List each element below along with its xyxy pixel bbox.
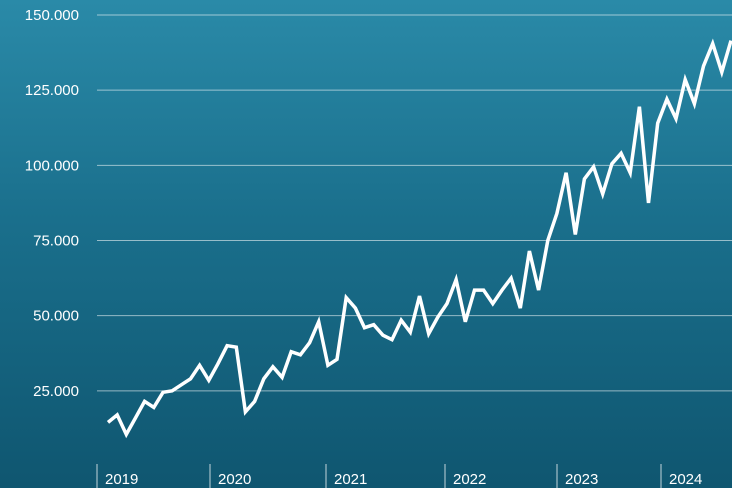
y-tick-label: 50.000 (33, 308, 79, 325)
series-line-layer (106, 38, 732, 439)
y-tick-label: 150.000 (25, 7, 79, 24)
y-tick-label: 75.000 (33, 233, 79, 250)
x-tick-label: 2021 (334, 471, 367, 488)
y-axis-tick-labels: 25.000 50.000 75.000 100.000 125.000 150.000 (25, 7, 79, 400)
gridlines (97, 14, 732, 392)
y-tick-label: 25.000 (33, 383, 79, 400)
y-tick-label: 125.000 (25, 82, 79, 99)
series-line (106, 38, 732, 439)
y-tick-label: 100.000 (25, 157, 79, 174)
x-tick-label: 2020 (218, 471, 251, 488)
x-axis-year-separators (96, 464, 662, 488)
x-tick-label: 2022 (453, 471, 486, 488)
x-axis-tick-labels: 2019 2020 2021 2022 2023 2024 (105, 471, 702, 488)
x-tick-label: 2024 (669, 471, 702, 488)
x-tick-label: 2023 (565, 471, 598, 488)
x-tick-label: 2019 (105, 471, 138, 488)
